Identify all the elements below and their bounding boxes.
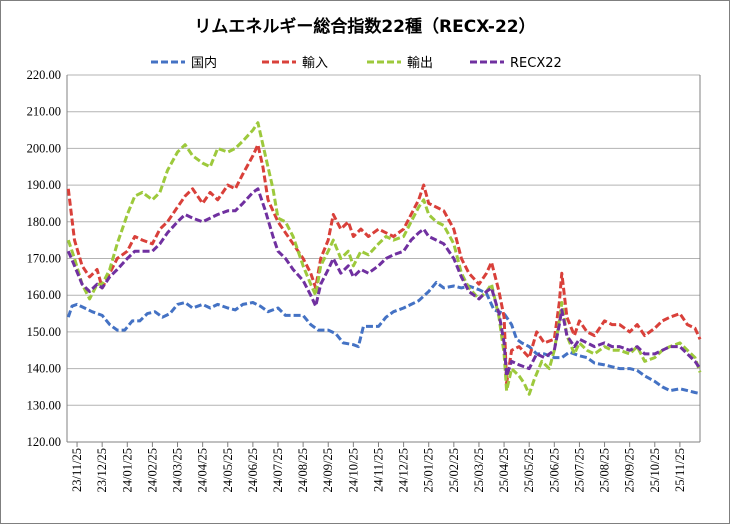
x-tick-label: 25/01/25 [422,448,436,492]
chart-title: リムエネルギー総合指数22種（RECX-22） [194,16,535,37]
x-tick-label: 25/08/25 [598,448,612,492]
y-tick-label: 220.00 [27,68,61,82]
x-tick-label: 23/11/25 [70,448,84,492]
x-tick-label: 25/05/25 [522,448,536,492]
series-line-RECX22 [66,187,702,378]
x-tick-label: 24/11/25 [371,448,385,492]
x-tick-label: 24/05/25 [221,448,235,492]
x-tick-label: 25/03/25 [472,448,486,492]
series-line-輸入 [66,143,702,385]
gridlines [66,74,701,447]
x-tick-label: 25/11/25 [673,448,687,492]
chart-legend: 国内 輸入 輸出 RECX22 [151,55,562,71]
x-tick-label: 24/08/25 [296,448,310,492]
x-tick-label: 23/12/25 [95,448,109,492]
x-tick-label: 24/02/25 [145,448,159,492]
y-tick-label: 170.00 [27,252,61,266]
legend-label: 国内 [191,55,217,71]
y-tick-label: 150.00 [27,325,61,339]
x-tick-label: 24/09/25 [321,448,335,492]
y-tick-label: 160.00 [27,288,61,302]
x-tick-label: 25/04/25 [497,448,511,492]
y-tick-label: 200.00 [27,141,61,155]
y-tick-label: 130.00 [27,398,61,412]
series-line-輸出 [66,121,702,396]
x-tick-label: 24/06/25 [246,448,260,492]
x-tick-label: 25/10/25 [648,448,662,492]
x-tick-label: 24/04/25 [196,448,210,492]
x-tick-label: 24/12/25 [397,448,411,492]
x-tick-label: 25/07/25 [572,448,586,492]
y-axis-ticks: 120.00 130.00 140.00 150.00 160.00 170.00 180.… [27,68,61,449]
x-tick-label: 25/06/25 [547,448,561,492]
series-lines [66,121,702,396]
x-tick-label: 24/10/25 [346,448,360,492]
series-line-国内 [66,280,701,396]
y-tick-label: 190.00 [27,178,61,192]
x-axis-ticks: 23/11/25 23/12/25 24/01/25 24/02/25 24/03/25… [70,448,687,492]
y-tick-label: 120.00 [27,435,61,449]
x-tick-label: 24/07/25 [271,448,285,492]
y-tick-label: 180.00 [27,215,61,229]
y-tick-label: 210.00 [27,105,61,119]
x-tick-label: 24/01/25 [120,448,134,492]
legend-label: RECX22 [510,56,562,71]
legend-label: 輸入 [302,56,328,71]
legend-label: 輸出 [407,56,433,71]
x-tick-label: 25/09/25 [623,448,637,492]
x-tick-label: 24/03/25 [171,448,185,492]
y-tick-label: 140.00 [27,362,61,376]
x-tick-label: 25/02/25 [447,448,461,492]
